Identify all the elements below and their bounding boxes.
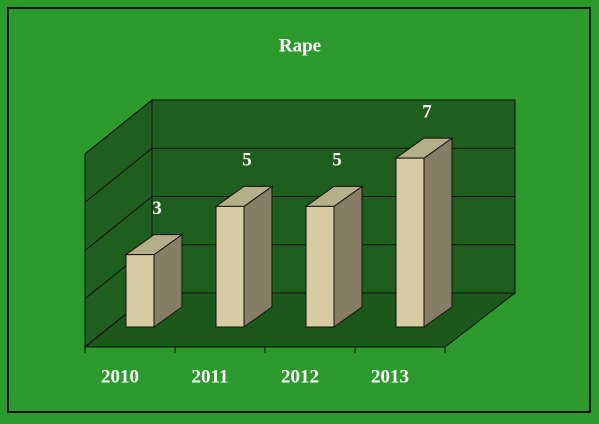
bar-side	[333, 185, 363, 328]
bar	[305, 205, 335, 328]
bar	[125, 254, 155, 328]
chart-title: Rape	[279, 35, 321, 56]
value-label: 5	[332, 150, 342, 171]
bar	[395, 157, 425, 328]
value-label: 5	[242, 150, 252, 171]
x-tick-label: 2011	[192, 366, 229, 387]
x-tick-label: 2010	[101, 366, 139, 387]
bar-side	[423, 137, 453, 328]
grid-line	[84, 147, 153, 203]
bar	[215, 205, 245, 328]
bar-side	[243, 185, 273, 328]
grid-line	[84, 196, 153, 251]
value-label: 7	[422, 101, 432, 122]
value-label: 3	[152, 198, 162, 219]
grid-line	[84, 99, 153, 155]
x-tick-label: 2012	[281, 366, 319, 387]
x-tick-label: 2013	[371, 366, 409, 387]
